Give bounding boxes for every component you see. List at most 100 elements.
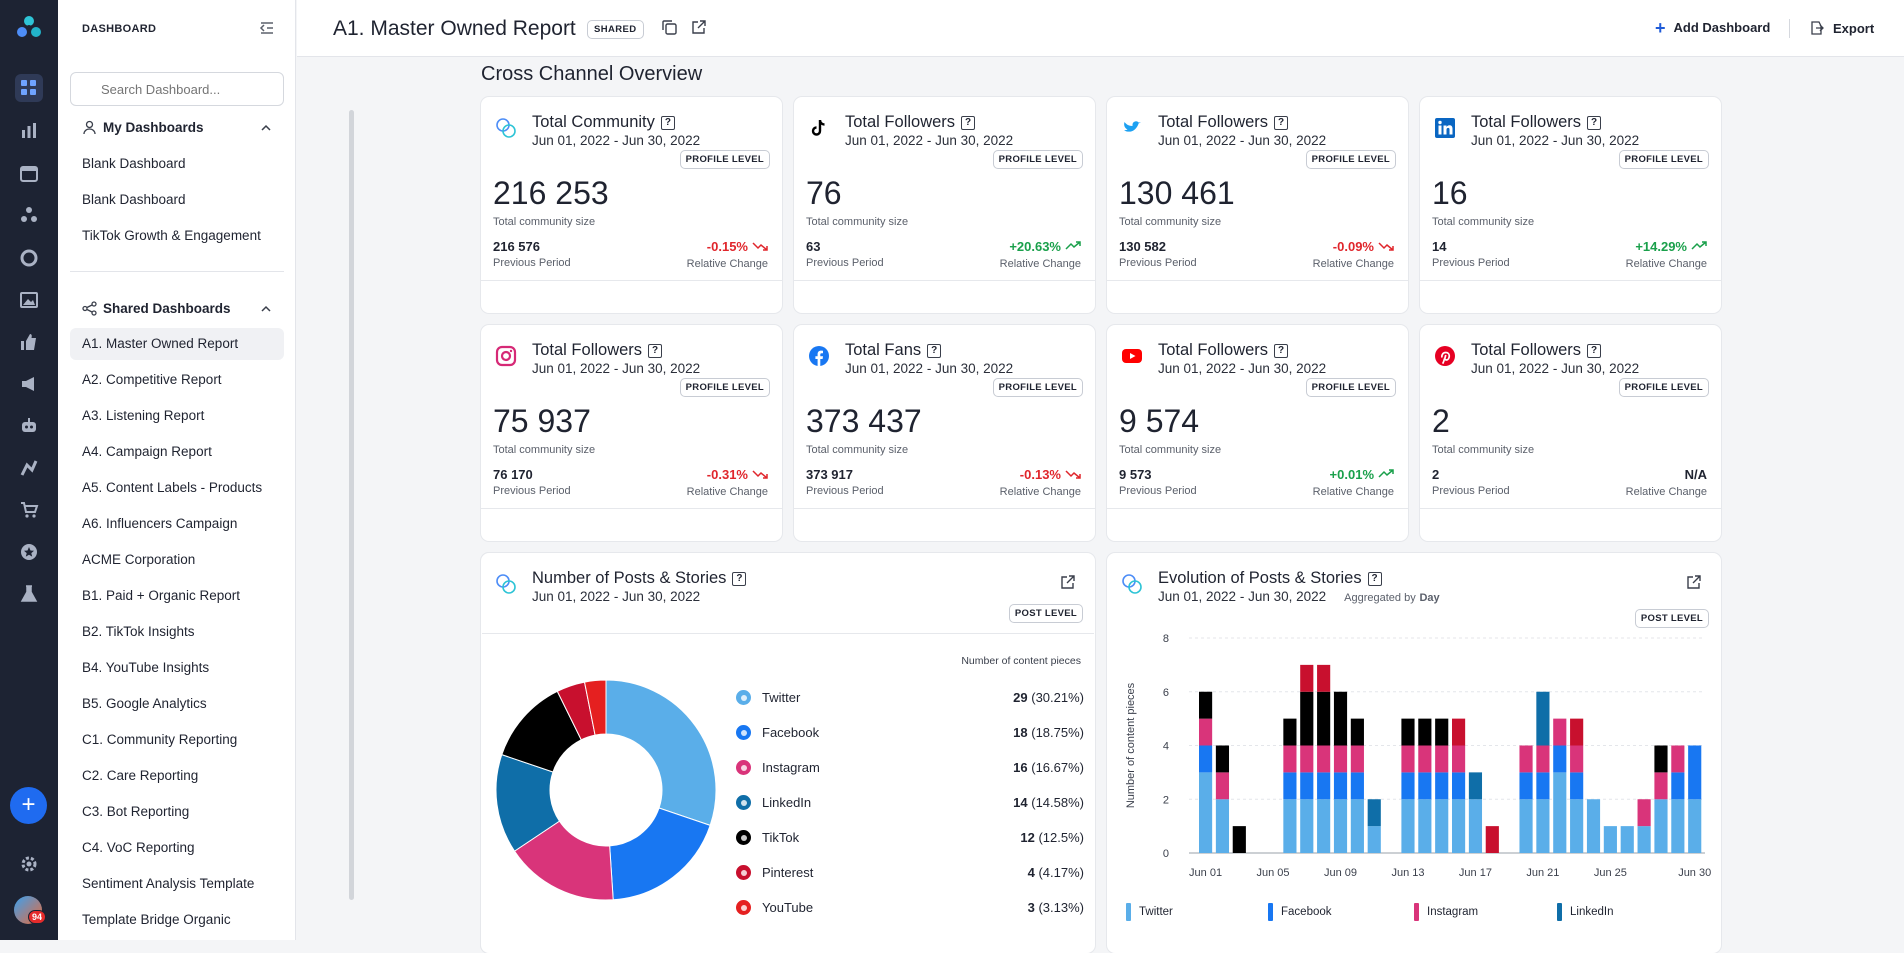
bar-segment-pinterest[interactable] — [1570, 718, 1584, 746]
legend-item[interactable]: LinkedIn 14 (14.58%) — [736, 795, 1084, 810]
app-logo-icon[interactable] — [13, 12, 45, 44]
bar-segment-pinterest[interactable] — [1317, 664, 1331, 692]
bar-segment-facebook[interactable] — [1671, 772, 1685, 800]
bar-segment-instagram[interactable] — [1350, 745, 1364, 773]
calendar-icon[interactable] — [15, 159, 43, 187]
bar-segment-facebook[interactable] — [1688, 745, 1702, 800]
bar-segment-tiktok[interactable] — [1401, 718, 1415, 746]
sidebar-item-shared[interactable]: B2. TikTok Insights — [82, 624, 195, 639]
help-icon[interactable]: ? — [732, 571, 747, 586]
campaign-icon[interactable] — [15, 454, 43, 482]
analytics-icon[interactable] — [15, 117, 43, 145]
legend-item[interactable]: Twitter 29 (30.21%) — [736, 690, 1084, 705]
bar-segment-facebook[interactable] — [1283, 772, 1297, 800]
bar-segment-twitter[interactable] — [1586, 799, 1601, 853]
bar-segment-pinterest[interactable] — [1300, 664, 1314, 692]
bot-icon[interactable] — [15, 412, 43, 440]
help-icon[interactable]: ? — [961, 115, 976, 130]
listening-icon[interactable] — [15, 244, 43, 272]
bar-segment-instagram[interactable] — [1452, 745, 1466, 773]
bar-segment-instagram[interactable] — [1553, 718, 1567, 746]
sidebar-item-shared[interactable]: Sentiment Analysis Template — [82, 876, 255, 891]
help-icon[interactable]: ? — [1274, 343, 1289, 358]
add-dashboard-button[interactable]: + Add Dashboard — [1655, 19, 1770, 37]
sidebar-item-shared[interactable]: B4. YouTube Insights — [82, 660, 210, 675]
sidebar-item-shared[interactable]: C4. VoC Reporting — [82, 840, 195, 855]
bar-segment-facebook[interactable] — [1570, 772, 1584, 800]
bar-legend-item[interactable]: Facebook — [1268, 903, 1332, 921]
lab-icon[interactable] — [15, 580, 43, 608]
help-icon[interactable]: ? — [927, 343, 942, 358]
bar-segment-tiktok[interactable] — [1418, 718, 1432, 746]
bar-segment-instagram[interactable] — [1435, 745, 1449, 773]
legend-item[interactable]: Instagram 16 (16.67%) — [736, 760, 1084, 775]
bar-segment-twitter[interactable] — [1283, 799, 1297, 853]
reviews-icon[interactable] — [15, 538, 43, 566]
bar-segment-tiktok[interactable] — [1283, 718, 1297, 746]
bar-segment-twitter[interactable] — [1688, 799, 1702, 853]
chevron-up-icon[interactable] — [260, 122, 272, 134]
search-dashboard-input[interactable] — [70, 72, 284, 106]
sidebar-item-shared[interactable]: ACME Corporation — [82, 552, 196, 567]
duplicate-icon[interactable] — [661, 19, 678, 36]
sidebar-item-shared[interactable]: A1. Master Owned Report — [70, 328, 284, 360]
bar-segment-facebook[interactable] — [1452, 772, 1466, 800]
sidebar-item-shared[interactable]: B1. Paid + Organic Report — [82, 588, 240, 603]
legend-item[interactable]: Facebook 18 (18.75%) — [736, 725, 1084, 740]
help-icon[interactable]: ? — [1367, 571, 1382, 586]
like-icon[interactable] — [15, 328, 43, 356]
bar-segment-instagram[interactable] — [1570, 745, 1584, 773]
legend-item[interactable]: Pinterest 4 (4.17%) — [736, 865, 1084, 880]
help-icon[interactable]: ? — [1587, 115, 1602, 130]
help-icon[interactable]: ? — [660, 115, 675, 130]
sidebar-scrollbar[interactable] — [349, 110, 354, 900]
bar-segment-instagram[interactable] — [1401, 745, 1415, 773]
bar-legend-item[interactable]: Twitter — [1126, 903, 1173, 921]
bar-segment-tiktok[interactable] — [1654, 745, 1668, 773]
bar-segment-twitter[interactable] — [1468, 799, 1483, 853]
bar-segment-twitter[interactable] — [1620, 826, 1634, 853]
bar-segment-instagram[interactable] — [1654, 772, 1668, 800]
bar-segment-twitter[interactable] — [1317, 799, 1331, 853]
sidebar-item-shared[interactable]: A6. Influencers Campaign — [82, 516, 238, 531]
sidebar-item-blank-dashboard-2[interactable]: Blank Dashboard — [82, 192, 186, 207]
chevron-up-icon[interactable] — [260, 303, 272, 315]
bar-segment-twitter[interactable] — [1519, 799, 1533, 853]
open-external-icon[interactable] — [1685, 574, 1702, 591]
bar-segment-twitter[interactable] — [1199, 772, 1213, 853]
export-button[interactable]: Export — [1809, 20, 1874, 36]
bar-segment-instagram[interactable] — [1671, 745, 1685, 773]
sidebar-item-shared[interactable]: A4. Campaign Report — [82, 444, 212, 459]
bar-segment-twitter[interactable] — [1671, 799, 1685, 853]
dashboard-nav-icon[interactable] — [15, 74, 43, 102]
bar-segment-twitter[interactable] — [1637, 826, 1651, 853]
bar-segment-twitter[interactable] — [1300, 799, 1314, 853]
bar-segment-tiktok[interactable] — [1215, 745, 1230, 773]
sidebar-item-shared[interactable]: A3. Listening Report — [82, 408, 205, 423]
sidebar-item-shared[interactable]: C3. Bot Reporting — [82, 804, 190, 819]
bar-segment-tiktok[interactable] — [1333, 691, 1348, 746]
shared-dashboards-group[interactable]: Shared Dashboards — [82, 301, 231, 316]
bar-segment-twitter[interactable] — [1452, 799, 1466, 853]
sidebar-item-shared[interactable]: C2. Care Reporting — [82, 768, 199, 783]
open-external-icon[interactable] — [1059, 574, 1076, 591]
bar-segment-instagram[interactable] — [1519, 745, 1533, 773]
sidebar-item-shared[interactable]: A5. Content Labels - Products — [82, 480, 263, 495]
bar-legend-item[interactable]: LinkedIn — [1557, 903, 1613, 921]
sidebar-item-shared[interactable]: Template Bridge Organic — [82, 912, 231, 927]
bar-segment-facebook[interactable] — [1317, 772, 1331, 800]
bar-segment-instagram[interactable] — [1300, 745, 1314, 773]
bar-segment-twitter[interactable] — [1435, 799, 1449, 853]
bar-segment-pinterest[interactable] — [1485, 826, 1499, 853]
cart-icon[interactable] — [15, 496, 43, 524]
help-icon[interactable]: ? — [1587, 343, 1602, 358]
megaphone-icon[interactable] — [15, 370, 43, 398]
user-avatar[interactable]: 94 — [14, 896, 47, 924]
community-icon[interactable] — [15, 201, 43, 229]
bar-segment-instagram[interactable] — [1317, 745, 1331, 773]
sidebar-item-tiktok-growth[interactable]: TikTok Growth & Engagement — [82, 228, 261, 243]
bar-segment-twitter[interactable] — [1603, 826, 1617, 853]
bar-segment-tiktok[interactable] — [1317, 691, 1331, 746]
bar-segment-facebook[interactable] — [1401, 772, 1415, 800]
bar-segment-linkedin[interactable] — [1367, 799, 1381, 827]
